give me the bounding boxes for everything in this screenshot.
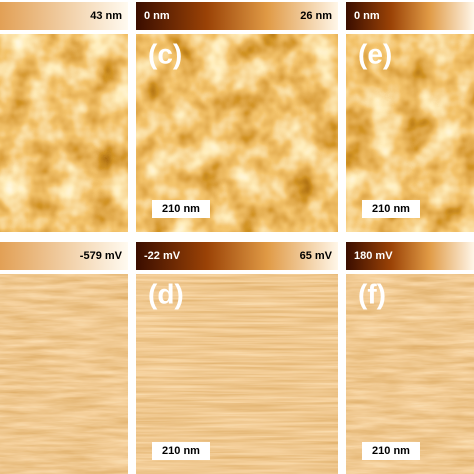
afm-image: [346, 274, 474, 474]
afm-image: [346, 34, 474, 232]
colorbar-max-label: 65 mV: [300, 250, 333, 262]
afm-image: [136, 34, 338, 232]
colorbar: [0, 2, 128, 30]
colorbar-max-label: 43 nm: [90, 10, 122, 22]
colorbar: [136, 242, 338, 270]
scale-bar-box: [152, 200, 210, 218]
scale-bar-label: 210 nm: [162, 445, 200, 457]
afm-image: [0, 274, 128, 474]
colorbar-min-label: 180 mV: [354, 250, 393, 262]
panel-label: (d): [148, 278, 184, 309]
panel-label: (e): [358, 38, 392, 69]
colorbar: [136, 2, 338, 30]
scale-bar-label: 210 nm: [162, 203, 200, 215]
colorbar-min-label: 0 nm: [144, 10, 170, 22]
afm-image: [0, 34, 128, 232]
scale-bar-box: [152, 442, 210, 460]
colorbar-max-label: 26 nm: [300, 10, 332, 22]
colorbar: [346, 2, 474, 30]
scale-bar-label: 210 nm: [372, 203, 410, 215]
scale-bar-label: 210 nm: [372, 445, 410, 457]
colorbar-min-label: -22 mV: [144, 250, 181, 262]
scale-bar-box: [362, 442, 420, 460]
afm-image: [136, 274, 338, 474]
colorbar-min-label: 0 nm: [354, 10, 380, 22]
scale-bar-box: [362, 200, 420, 218]
colorbar-max-label: -579 mV: [80, 250, 123, 262]
colorbar: [0, 242, 128, 270]
colorbar: [346, 242, 474, 270]
panel-label: (c): [148, 38, 182, 69]
panel-label: (f): [358, 278, 386, 309]
